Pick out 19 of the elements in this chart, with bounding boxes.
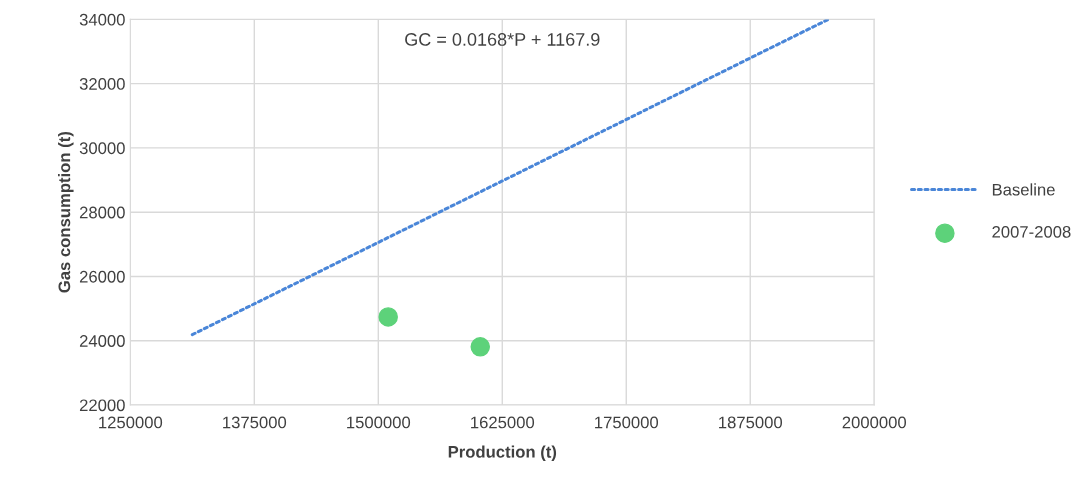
y-axis-title: Gas consumption (t) [58, 131, 74, 293]
x-axis-title: Production (t) [448, 445, 557, 462]
y-tick-label: 22000 [79, 399, 125, 412]
x-tick-label: 1375000 [223, 416, 287, 429]
y-tick-label: 30000 [79, 142, 125, 155]
x-tick-label: 1875000 [719, 416, 783, 429]
y-tick-label: 24000 [79, 335, 125, 347]
y-tick-label: 26000 [79, 270, 125, 283]
x-tick-label: 1625000 [471, 416, 535, 429]
y-tick-label: 34000 [79, 13, 125, 26]
y-tick-label: 28000 [79, 206, 125, 219]
legend-label: Baseline [992, 183, 1055, 196]
legend-label: 2007-2008 [992, 225, 1071, 238]
x-tick-label: 2000000 [842, 416, 907, 429]
x-tick-label: 1500000 [347, 416, 411, 429]
x-tick-label: 1250000 [99, 416, 163, 429]
x-tick-label: 1750000 [595, 416, 659, 429]
annotation: GC = 0.0168*P + 1167.9 [405, 33, 600, 46]
y-tick-label: 32000 [79, 78, 125, 90]
